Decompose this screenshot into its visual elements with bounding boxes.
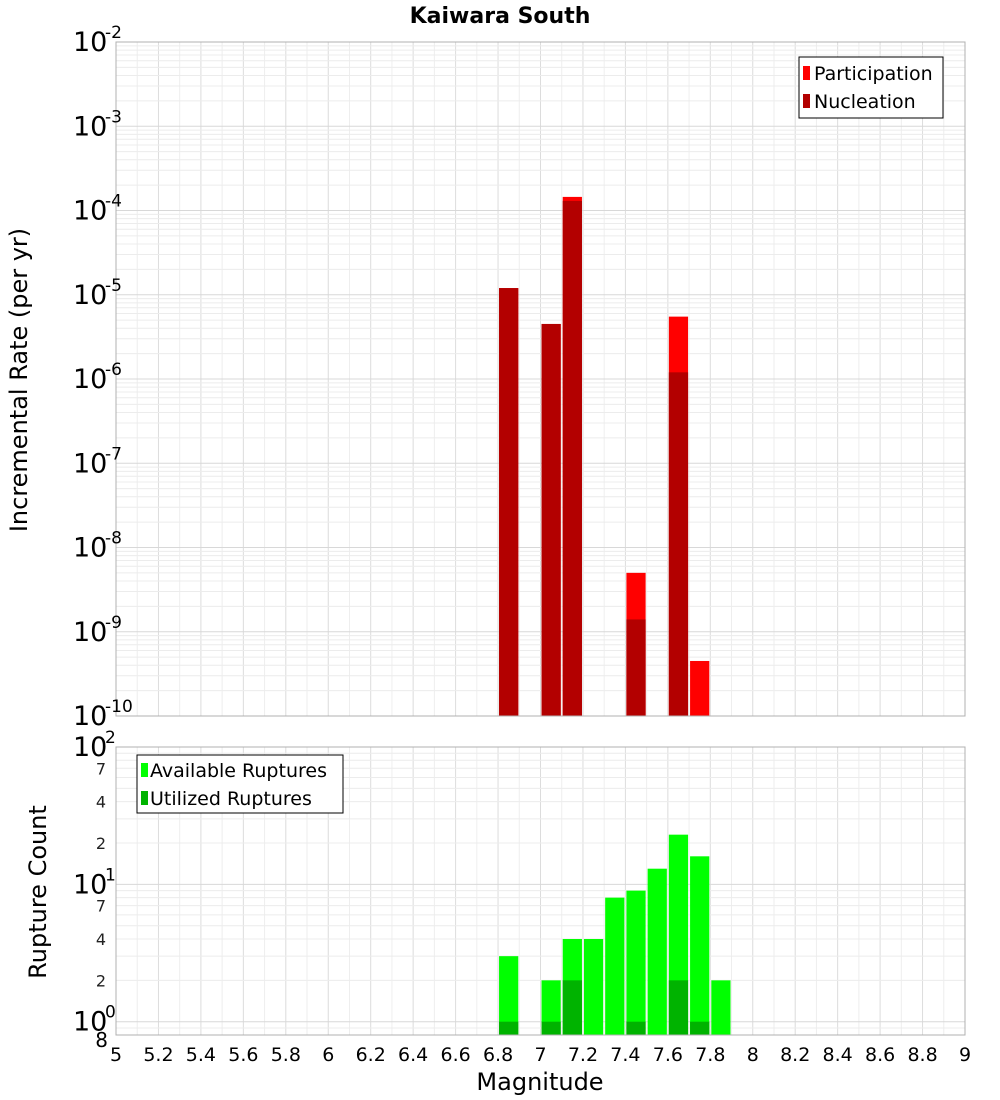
rate-panel: 10-1010-910-810-710-610-510-410-310-2Par… bbox=[73, 23, 966, 732]
top-y-tick-base: 10 bbox=[73, 196, 107, 227]
top-y-tick-exponent: -9 bbox=[105, 613, 122, 633]
bottom-y-tick-base: 10 bbox=[73, 1007, 107, 1038]
utilized-ruptures-bar bbox=[562, 980, 582, 1035]
legend-label-available-ruptures: Available Ruptures bbox=[150, 760, 327, 782]
bottom-y-tick-exponent: 0 bbox=[105, 1003, 116, 1023]
top-y-tick-base: 10 bbox=[73, 701, 107, 732]
available-ruptures-bar bbox=[541, 980, 561, 1035]
legend-label-participation: Participation bbox=[814, 63, 933, 85]
top-y-tick-exponent: -5 bbox=[105, 276, 122, 296]
utilized-ruptures-bar bbox=[499, 1021, 519, 1035]
x-tick-label: 7 bbox=[534, 1044, 546, 1066]
bottom-y-axis-label: Rupture Count bbox=[24, 805, 52, 979]
top-y-tick-exponent: -3 bbox=[105, 107, 122, 127]
x-tick-label: 5.4 bbox=[186, 1044, 216, 1066]
x-tick-label: 7.2 bbox=[568, 1044, 598, 1066]
bottom-y-minor-label: 8 bbox=[95, 1028, 108, 1052]
bottom-y-tick-exponent: 2 bbox=[105, 728, 116, 748]
bottom-y-minor-label: 7 bbox=[96, 897, 106, 916]
legend-label-nucleation: Nucleation bbox=[814, 91, 916, 113]
available-ruptures-bar bbox=[626, 890, 646, 1035]
x-tick-label: 5 bbox=[110, 1044, 122, 1066]
available-ruptures-bar bbox=[690, 856, 710, 1035]
bottom-y-minor-label: 2 bbox=[96, 834, 106, 853]
top-y-tick-exponent: -8 bbox=[105, 529, 122, 549]
x-tick-label: 9 bbox=[959, 1044, 971, 1066]
nucleation-bar bbox=[541, 323, 561, 716]
top-y-tick-base: 10 bbox=[73, 364, 107, 395]
top-y-tick-base: 10 bbox=[73, 27, 107, 58]
legend-label-utilized-ruptures: Utilized Ruptures bbox=[150, 788, 312, 810]
top-y-tick-base: 10 bbox=[73, 617, 107, 648]
bottom-y-minor-label: 4 bbox=[96, 793, 106, 812]
legend-swatch-participation bbox=[803, 66, 810, 80]
x-tick-label: 6.6 bbox=[440, 1044, 470, 1066]
nucleation-bar bbox=[499, 288, 519, 716]
top-y-tick-base: 10 bbox=[73, 533, 107, 564]
bottom-y-minor-label: 7 bbox=[96, 759, 106, 778]
bottom-y-tick-base: 10 bbox=[73, 869, 107, 900]
available-ruptures-bar bbox=[583, 939, 604, 1035]
available-ruptures-bar bbox=[711, 980, 731, 1035]
bottom-legend: Available Ruptures Utilized Ruptures bbox=[136, 754, 344, 814]
nucleation-bar bbox=[562, 200, 582, 716]
bottom-legend-box bbox=[136, 754, 344, 814]
x-tick-label: 6.2 bbox=[356, 1044, 386, 1066]
top-y-tick-base: 10 bbox=[73, 448, 107, 479]
top-y-axis-label: Incremental Rate (per yr) bbox=[5, 228, 33, 532]
x-tick-label: 8.6 bbox=[865, 1044, 895, 1066]
top-y-tick-base: 10 bbox=[73, 111, 107, 142]
nucleation-bar bbox=[668, 372, 689, 716]
legend-swatch-available-ruptures bbox=[141, 763, 148, 777]
nucleation-bar bbox=[626, 619, 646, 716]
x-tick-label: 6.4 bbox=[398, 1044, 428, 1066]
top-y-tick-exponent: -6 bbox=[105, 360, 122, 380]
top-y-tick-exponent: -4 bbox=[105, 192, 122, 212]
x-tick-label: 5.8 bbox=[271, 1044, 301, 1066]
top-y-tick-exponent: -10 bbox=[105, 697, 133, 717]
utilized-ruptures-bar bbox=[626, 1021, 646, 1035]
plot-frame bbox=[115, 746, 966, 1036]
x-tick-label: 7.4 bbox=[610, 1044, 640, 1066]
utilized-ruptures-bar bbox=[541, 1021, 561, 1035]
x-tick-label: 8.2 bbox=[780, 1044, 810, 1066]
top-y-tick-base: 10 bbox=[73, 280, 107, 311]
top-legend: Participation Nucleation bbox=[798, 56, 944, 119]
legend-swatch-nucleation bbox=[803, 94, 810, 108]
available-ruptures-bar bbox=[605, 897, 625, 1035]
x-tick-label: 7.6 bbox=[653, 1044, 683, 1066]
x-tick-label: 5.6 bbox=[228, 1044, 258, 1066]
available-ruptures-bar bbox=[647, 868, 667, 1035]
bottom-y-tick-exponent: 1 bbox=[105, 865, 116, 885]
x-tick-label: 6.8 bbox=[483, 1044, 513, 1066]
bottom-y-minor-label: 4 bbox=[96, 930, 106, 949]
bottom-y-minor-label: 2 bbox=[96, 971, 106, 990]
top-legend-box bbox=[798, 56, 944, 119]
legend-swatch-utilized-ruptures bbox=[141, 791, 148, 805]
available-ruptures-bar bbox=[499, 956, 519, 1035]
x-tick-label: 8.4 bbox=[823, 1044, 853, 1066]
plot-frame bbox=[115, 41, 966, 717]
x-tick-label: 8.8 bbox=[907, 1044, 937, 1066]
x-tick-label: 8 bbox=[747, 1044, 759, 1066]
x-tick-label: 7.8 bbox=[695, 1044, 725, 1066]
utilized-ruptures-bar bbox=[668, 980, 689, 1035]
top-y-tick-exponent: -7 bbox=[105, 444, 122, 464]
chart-title: Kaiwara South bbox=[410, 4, 591, 29]
participation-bar bbox=[690, 660, 710, 716]
top-y-tick-exponent: -2 bbox=[105, 23, 122, 43]
utilized-ruptures-bar bbox=[690, 1021, 710, 1035]
x-axis-label: Magnitude bbox=[476, 1068, 603, 1096]
x-tick-label: 5.2 bbox=[143, 1044, 173, 1066]
bottom-y-tick-base: 10 bbox=[73, 732, 107, 763]
x-tick-label: 6 bbox=[322, 1044, 334, 1066]
